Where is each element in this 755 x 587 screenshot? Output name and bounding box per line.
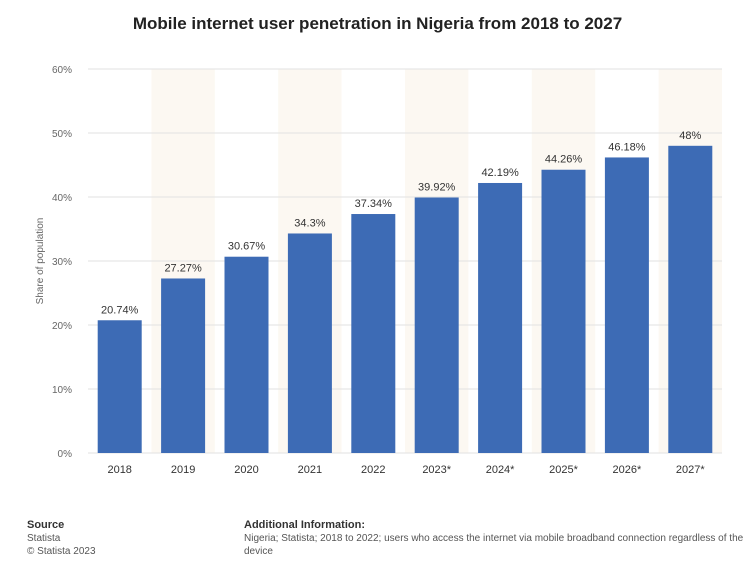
x-tick-label: 2025*	[549, 464, 578, 476]
data-label: 44.26%	[545, 154, 583, 166]
x-tick-label: 2024*	[486, 464, 515, 476]
source-heading: Source	[27, 519, 65, 531]
additional-info-heading: Additional Information:	[244, 519, 365, 531]
data-label: 42.19%	[481, 167, 519, 179]
data-label: 27.27%	[164, 262, 202, 274]
bar	[478, 182, 523, 453]
data-label: 46.18%	[608, 141, 646, 153]
data-label: 37.34%	[355, 198, 393, 210]
bar	[161, 278, 206, 453]
bar	[287, 233, 332, 453]
x-tick-label: 2021	[298, 464, 322, 476]
bar	[668, 145, 713, 454]
bar	[224, 256, 269, 453]
additional-info-text: Nigeria; Statista; 2018 to 2022; users w…	[244, 533, 744, 557]
chart-title: Mobile internet user penetration in Nige…	[132, 14, 623, 33]
y-tick-label: 30%	[52, 257, 72, 268]
data-label: 34.3%	[294, 217, 325, 229]
x-tick-label: 2023*	[422, 464, 451, 476]
x-tick-label: 2022	[361, 464, 385, 476]
y-tick-label: 50%	[52, 129, 72, 140]
x-tick-label: 2026*	[613, 464, 642, 476]
y-tick-label: 40%	[52, 193, 72, 204]
y-axis-label: Share of population	[35, 218, 46, 305]
data-label: 20.74%	[101, 304, 139, 316]
y-tick-label: 60%	[52, 65, 72, 76]
x-tick-label: 2018	[107, 464, 131, 476]
x-tick-label: 2020	[234, 464, 258, 476]
additional-info-block: Additional Information: Nigeria; Statist…	[244, 519, 749, 558]
source-name[interactable]: Statista	[27, 533, 61, 544]
data-label: 30.67%	[228, 241, 266, 253]
bar	[97, 320, 142, 453]
bar	[541, 169, 586, 453]
copyright: © Statista 2023	[27, 546, 96, 557]
source-block: Source Statista © Statista 2023	[27, 519, 96, 558]
y-tick-label: 20%	[52, 321, 72, 332]
bar-chart: 0% 10% 20% 30% 40% 50% 60% Share of population 2…	[35, 65, 722, 476]
x-tick-label: 2019	[171, 464, 195, 476]
data-label: 39.92%	[418, 182, 456, 194]
bar	[351, 214, 396, 453]
y-tick-label: 10%	[52, 385, 72, 396]
x-tick-label: 2027*	[676, 464, 705, 476]
bar	[604, 157, 649, 453]
bar	[414, 197, 459, 453]
data-label: 48%	[679, 130, 701, 142]
y-tick-label: 0%	[58, 449, 73, 460]
